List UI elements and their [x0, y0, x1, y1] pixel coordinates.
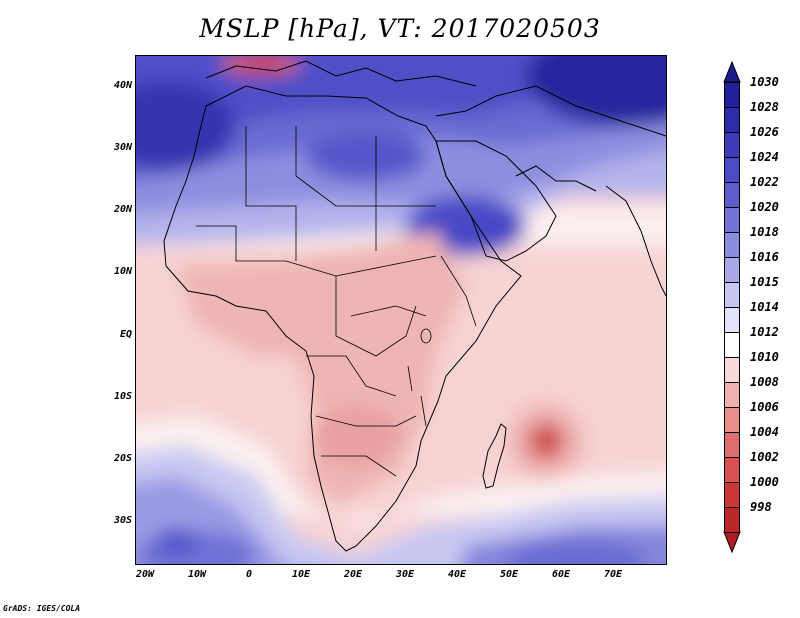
lon-label-20w: 20W — [135, 569, 155, 580]
colorbar-label: 1010 — [750, 350, 779, 364]
colorbar-label: 1024 — [750, 150, 779, 164]
lon-label-30e: 30E — [395, 569, 415, 580]
colorbar-label: 1020 — [750, 200, 779, 214]
colorbar-swatch — [724, 357, 740, 383]
lon-label-50e: 50E — [499, 569, 519, 580]
grads-credit: GrADS: IGES/COLA — [3, 604, 81, 613]
pressure-map — [135, 55, 667, 565]
lat-label-30n: 30N — [113, 142, 132, 153]
lon-label-10e: 10E — [291, 569, 311, 580]
colorbar-label: 1002 — [750, 450, 779, 464]
colorbar-label: 1026 — [750, 125, 779, 139]
colorbar-swatch — [724, 207, 740, 233]
lat-label-40n: 40N — [113, 80, 132, 91]
colorbar-label: 1022 — [750, 175, 779, 189]
colorbar-swatch — [724, 382, 740, 408]
colorbar-swatch — [724, 457, 740, 483]
colorbar-label: 1030 — [750, 75, 779, 89]
colorbar-swatch — [724, 257, 740, 283]
lat-label-10n: 10N — [113, 266, 132, 277]
colorbar-swatch — [724, 107, 740, 133]
colorbar-swatch — [724, 82, 740, 108]
lon-label-40e: 40E — [447, 569, 467, 580]
lat-label-20s: 20S — [113, 453, 132, 464]
lon-label-0: 0 — [245, 569, 253, 580]
lat-label-30s: 30S — [113, 515, 132, 526]
lakes — [407, 328, 432, 427]
lat-label-10s: 10S — [113, 391, 132, 402]
colorbar-label: 998 — [750, 500, 772, 514]
colorbar-swatch — [724, 132, 740, 158]
colorbar-label: 1008 — [750, 375, 779, 389]
lon-label-20e: 20E — [343, 569, 363, 580]
colorbar-swatch — [724, 432, 740, 458]
colorbar-label: 1006 — [750, 400, 779, 414]
lat-label-20n: 20N — [113, 204, 132, 215]
lon-label-10w: 10W — [187, 569, 207, 580]
colorbar-label: 1016 — [750, 250, 779, 264]
colorbar-swatch — [724, 407, 740, 433]
colorbar-swatch — [724, 282, 740, 308]
colorbar-label: 1014 — [750, 300, 779, 314]
coastlines — [163, 60, 666, 552]
colorbar-label: 1000 — [750, 475, 779, 489]
lon-label-60e: 60E — [551, 569, 571, 580]
colorbar-swatch — [724, 482, 740, 508]
lon-label-70e: 70E — [603, 569, 623, 580]
colorbar-label: 1004 — [750, 425, 779, 439]
lat-label-eq: EQ — [119, 329, 132, 340]
colorbar-label: 1018 — [750, 225, 779, 239]
colorbar-swatch — [724, 182, 740, 208]
colorbar-label: 1015 — [750, 275, 779, 289]
pressure-field — [136, 56, 666, 564]
country-borders — [196, 126, 477, 477]
colorbar-label: 1028 — [750, 100, 779, 114]
chart-title: MSLP [hPa], VT: 2017020503 — [199, 14, 601, 43]
colorbar-swatch — [724, 307, 740, 333]
colorbar-swatch — [724, 157, 740, 183]
colorbar-swatch — [724, 232, 740, 258]
colorbar-label: 1012 — [750, 325, 779, 339]
colorbar-swatch — [724, 507, 740, 533]
colorbar-swatch — [724, 332, 740, 358]
map-field — [136, 56, 666, 564]
